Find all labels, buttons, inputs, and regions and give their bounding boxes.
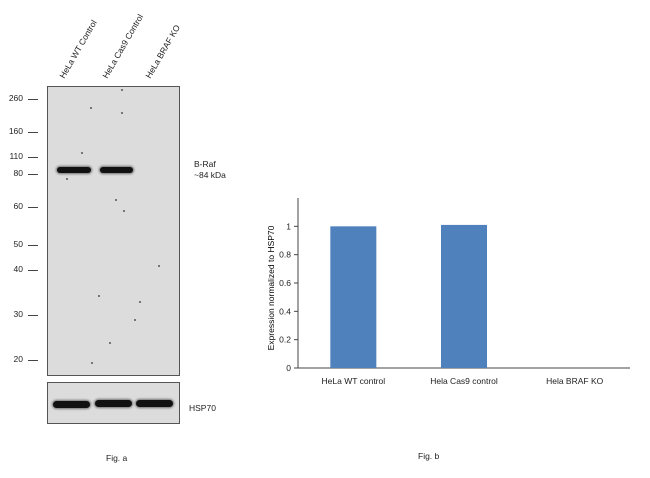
marker-tick <box>28 157 38 158</box>
marker-tick <box>28 315 38 316</box>
marker-tick <box>28 207 38 208</box>
band-braf-wt <box>57 167 91 173</box>
y-tick-label: 1 <box>286 221 291 231</box>
blot-main-membrane <box>47 86 180 376</box>
target-name: B-Raf <box>194 159 216 169</box>
speck <box>121 112 123 114</box>
band-hsp70-ko <box>136 400 173 407</box>
speck <box>121 89 123 91</box>
marker-label: 30 <box>13 309 23 319</box>
marker-label: 80 <box>13 168 23 178</box>
blot-loading-control <box>47 382 180 424</box>
bar <box>441 224 487 368</box>
speck <box>134 319 136 321</box>
target-label: B-Raf ~84 kDa <box>194 159 226 181</box>
y-tick-label: 0.2 <box>279 335 291 345</box>
chart-x-tick-labels: HeLa WT control Hela Cas9 control Hela BRA… <box>322 376 604 386</box>
lane-label-wt: HeLa WT Control <box>57 18 99 81</box>
speck <box>109 342 111 344</box>
x-category-label: HeLa WT control <box>322 376 386 386</box>
marker-label: 160 <box>8 126 23 136</box>
x-category-label: Hela BRAF KO <box>546 376 604 386</box>
marker-label: 50 <box>13 239 23 249</box>
bar-chart: 0 0.2 0.4 0.6 0.8 1 HeLa WT control Hela Cas9 … <box>266 198 630 386</box>
y-tick-label: 0.8 <box>279 250 291 260</box>
speck <box>123 210 125 212</box>
marker-label: 60 <box>13 201 23 211</box>
marker-tick <box>28 360 38 361</box>
marker-tick <box>28 99 38 100</box>
marker-tick <box>28 132 38 133</box>
marker-label: 260 <box>8 93 23 103</box>
speck <box>91 362 93 364</box>
figure-a-caption: Fig. a <box>106 453 128 463</box>
lane-label-ko: HeLa BRAF KO <box>143 23 182 80</box>
target-size: ~84 kDa <box>194 170 226 180</box>
loading-control-label: HSP70 <box>189 403 216 413</box>
band-hsp70-cas9 <box>95 400 132 407</box>
speck <box>158 265 160 267</box>
figure-b-caption: Fig. b <box>418 451 440 461</box>
chart-y-tick-labels: 0 0.2 0.4 0.6 0.8 1 <box>279 221 291 373</box>
speck <box>81 152 83 154</box>
marker-tick <box>28 174 38 175</box>
speck <box>66 178 68 180</box>
marker-tick <box>28 245 38 246</box>
bar <box>330 226 377 368</box>
speck <box>90 107 92 109</box>
chart-bars <box>330 224 487 368</box>
speck <box>115 199 117 201</box>
lane-label-cas9: HeLa Cas9 Control <box>100 12 146 81</box>
marker-label: 20 <box>13 354 23 364</box>
y-tick-label: 0.6 <box>279 278 291 288</box>
speck <box>139 301 141 303</box>
marker-tick <box>28 270 38 271</box>
y-tick-label: 0.4 <box>279 306 291 316</box>
marker-label: 110 <box>9 151 23 161</box>
y-axis-label: Expression normalized to HSP70 <box>266 225 276 350</box>
band-braf-cas9 <box>100 167 133 173</box>
y-tick-label: 0 <box>286 363 291 373</box>
speck <box>98 295 100 297</box>
x-category-label: Hela Cas9 control <box>430 376 498 386</box>
band-hsp70-wt <box>53 401 90 408</box>
marker-label: 40 <box>13 264 23 274</box>
